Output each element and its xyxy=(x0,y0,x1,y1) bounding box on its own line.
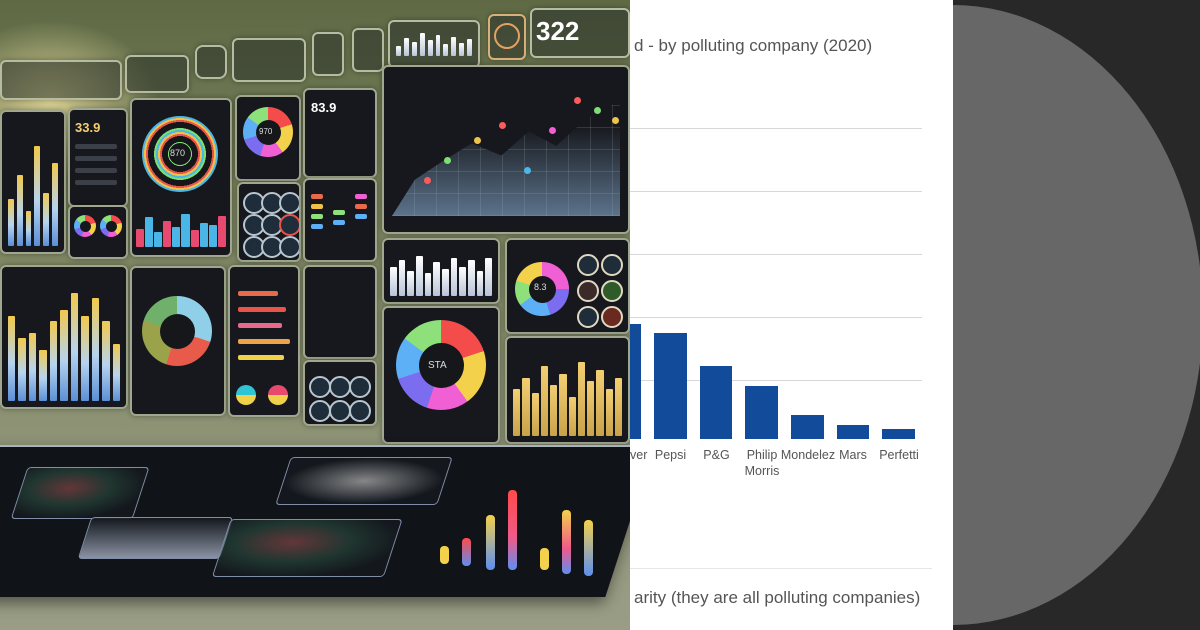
3d-bar xyxy=(584,520,593,576)
chart-panel: d - by polluting company (2020) ver Peps… xyxy=(630,0,953,630)
bar-pg xyxy=(700,366,732,439)
sparkline-panel xyxy=(382,238,500,304)
bar-philip-morris xyxy=(745,386,778,439)
pie-center-value: STA xyxy=(428,360,447,371)
bar-perfetti xyxy=(882,429,915,439)
heatbar-panel xyxy=(303,178,377,262)
pie-panel-small xyxy=(68,205,128,259)
x-label-pepsi: Pepsi xyxy=(654,448,687,462)
3d-bar xyxy=(462,538,471,566)
gridline xyxy=(630,317,922,318)
section-divider xyxy=(630,568,932,569)
3d-bar xyxy=(540,548,549,570)
stats-panel-2-value: 83.9 xyxy=(311,100,337,115)
top-tile-icon xyxy=(312,32,344,76)
ring-icon xyxy=(494,23,520,49)
list-panel xyxy=(303,265,377,359)
x-label-pg: P&G xyxy=(703,448,730,462)
gridline xyxy=(630,380,922,381)
interactive-table-surface xyxy=(0,445,630,597)
stats-panel: 33.9 xyxy=(68,108,128,207)
gold-bars-panel xyxy=(505,336,630,444)
3d-bar xyxy=(440,546,449,564)
rings-center-value: 870 xyxy=(170,148,186,158)
bar-chart-panel-2 xyxy=(0,265,128,409)
top-tile-icons xyxy=(0,60,122,100)
progress-bars-panel xyxy=(228,265,300,417)
3d-bar xyxy=(486,515,495,570)
bar-pepsi xyxy=(654,333,687,439)
x-label-unilever: ver xyxy=(630,448,648,462)
stats-panel-value: 33.9 xyxy=(75,120,101,135)
x-label-mondelez: Mondelez xyxy=(780,448,836,462)
top-tile-icon-2 xyxy=(352,28,384,72)
top-tile-badge xyxy=(195,45,227,79)
3d-bar xyxy=(562,510,571,574)
bar-chart-panel-1 xyxy=(0,110,66,254)
x-label-philip-morris: Philip Morris xyxy=(744,448,780,478)
scatter-chart-panel xyxy=(382,65,630,234)
stat-tile: 322 xyxy=(530,8,630,58)
top-tile-sparkline xyxy=(388,20,480,68)
x-label-mars: Mars xyxy=(839,448,867,462)
icons-panel xyxy=(303,360,377,426)
hero-dashboard-illustration: 322 33.9 870 970 83.9 xyxy=(0,0,630,630)
gauge-center-value: 8.3 xyxy=(534,282,547,292)
stat-tile-value: 322 xyxy=(536,16,580,46)
3d-bar xyxy=(508,490,517,570)
gridline xyxy=(630,191,922,192)
top-tile-ring xyxy=(488,14,526,60)
donut-center-value: 970 xyxy=(259,127,273,136)
top-tile-list xyxy=(232,38,306,82)
dark-background xyxy=(953,0,1200,630)
bar-mars xyxy=(837,425,869,439)
gridline xyxy=(630,128,922,129)
pie-chart-panel: STA xyxy=(382,306,500,444)
gauge-panel: 8.3 xyxy=(505,238,630,334)
grey-semicircle-decoration xyxy=(953,5,1200,625)
x-label-perfetti: Perfetti xyxy=(879,448,919,462)
rings-chart-panel: 870 xyxy=(130,98,232,257)
radial-chart-panel xyxy=(130,266,226,416)
chart-title: d - by polluting company (2020) xyxy=(634,36,873,55)
gridline xyxy=(630,254,922,255)
button-grid-panel xyxy=(237,182,301,262)
bar-mondelez xyxy=(791,415,824,439)
chart-caption: arity (they are all polluting companies) xyxy=(634,588,921,607)
stats-panel-2: 83.9 xyxy=(303,88,377,178)
top-tile-table xyxy=(125,55,189,93)
donut-panel: 970 xyxy=(235,95,301,181)
bar-unilever xyxy=(630,324,641,439)
